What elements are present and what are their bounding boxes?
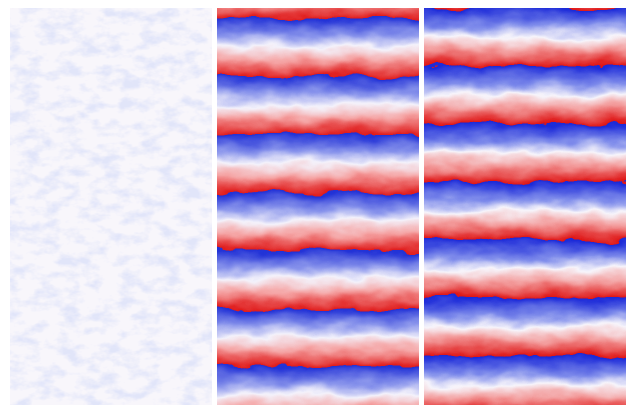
figure <box>0 0 627 409</box>
left-panel <box>10 8 212 405</box>
band-field <box>414 0 627 409</box>
page <box>0 0 627 409</box>
right-panel <box>414 0 627 409</box>
middle-panel <box>207 0 429 409</box>
band-field <box>207 0 429 409</box>
noise-texture <box>10 8 212 405</box>
